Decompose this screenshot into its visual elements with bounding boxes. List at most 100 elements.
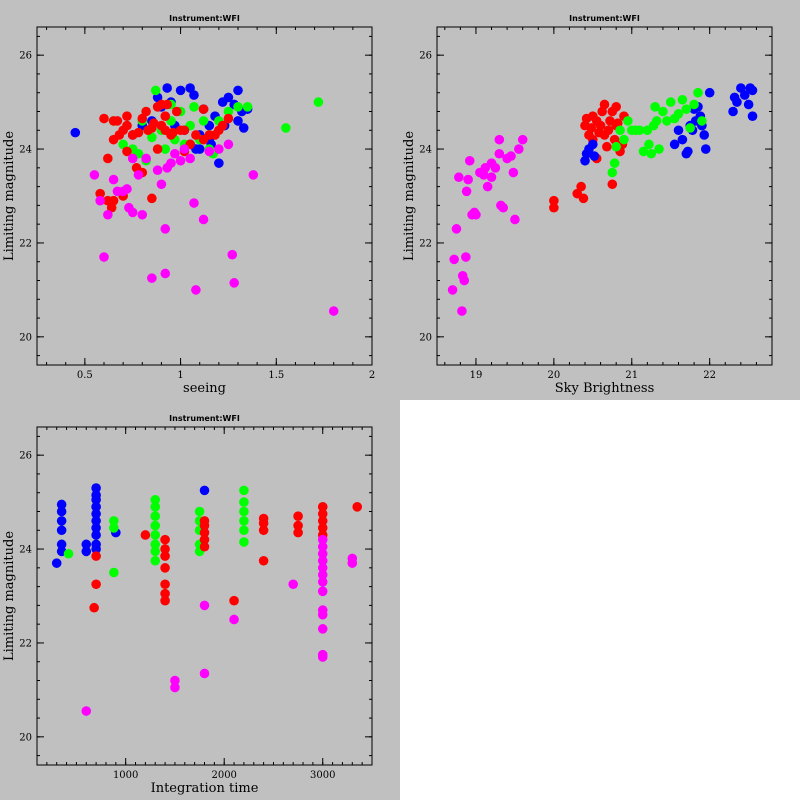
data-point xyxy=(517,134,528,145)
data-point xyxy=(160,544,170,554)
data-point xyxy=(646,148,657,159)
data-point xyxy=(160,595,170,606)
data-point xyxy=(549,202,559,213)
data-point xyxy=(607,167,618,178)
data-point xyxy=(160,579,170,590)
data-point xyxy=(189,102,199,112)
y-tick-label: 22 xyxy=(419,238,432,249)
data-point xyxy=(122,120,132,131)
data-point xyxy=(644,139,654,150)
data-point xyxy=(160,563,170,573)
data-point xyxy=(317,509,328,519)
data-point xyxy=(91,483,101,493)
data-point xyxy=(223,106,234,117)
plot-frame xyxy=(36,26,373,366)
data-point xyxy=(634,125,645,136)
data-point xyxy=(198,116,209,126)
plot-frame xyxy=(436,26,773,366)
data-point xyxy=(91,490,101,500)
data-point xyxy=(150,511,161,521)
y-tick-label: 26 xyxy=(19,451,32,462)
data-point xyxy=(658,106,668,117)
x-tick-label: 21 xyxy=(625,370,638,381)
data-point xyxy=(480,163,491,173)
data-point xyxy=(638,146,649,157)
data-point xyxy=(447,285,458,295)
x-tick-label: 1.5 xyxy=(268,370,284,381)
data-point xyxy=(63,548,74,559)
data-point xyxy=(239,537,249,547)
chart-title: Instrument:WFI xyxy=(569,14,640,23)
data-point xyxy=(141,106,151,117)
data-point xyxy=(677,134,688,145)
data-point xyxy=(673,125,684,136)
data-point xyxy=(150,494,161,505)
chart-svg: Instrument:WFI 0.5 1 1.5 2 20 22 24 26 seeing Limi… xyxy=(2,14,375,396)
data-point xyxy=(697,116,707,126)
data-point xyxy=(700,144,711,154)
data-point xyxy=(160,551,170,561)
data-point xyxy=(581,113,592,124)
data-point xyxy=(317,516,328,526)
data-point xyxy=(194,506,205,517)
data-point xyxy=(619,134,629,145)
data-point xyxy=(204,146,215,157)
data-point xyxy=(449,254,459,265)
data-point xyxy=(239,497,249,507)
data-point xyxy=(229,595,239,606)
data-point xyxy=(185,153,195,164)
data-point xyxy=(248,170,259,180)
data-point xyxy=(464,155,475,166)
data-point xyxy=(454,172,464,183)
data-point xyxy=(108,174,119,185)
data-point xyxy=(103,153,113,164)
data-point xyxy=(160,224,171,234)
data-point xyxy=(140,530,151,540)
data-point xyxy=(728,106,738,117)
data-point xyxy=(199,534,210,545)
data-point xyxy=(347,553,358,564)
data-point xyxy=(179,144,190,154)
x-tick-label: 20 xyxy=(547,370,560,381)
data-point xyxy=(650,102,660,112)
chart-svg: Instrument:WFI 19 20 21 22 20 22 24 26 Sky Bright… xyxy=(402,14,773,396)
data-point xyxy=(152,144,163,154)
data-point xyxy=(317,548,328,559)
data-point xyxy=(160,111,171,121)
data-point xyxy=(56,506,67,517)
data-point xyxy=(599,99,610,110)
data-point xyxy=(160,588,170,599)
data-point xyxy=(91,579,101,590)
data-point xyxy=(603,125,614,136)
data-point xyxy=(56,539,67,550)
data-point xyxy=(133,127,144,138)
data-point xyxy=(166,158,176,168)
data-point xyxy=(198,214,209,225)
data-point xyxy=(258,555,269,566)
data-point xyxy=(223,113,234,124)
data-point xyxy=(122,111,132,121)
data-point xyxy=(242,102,253,112)
data-point xyxy=(175,155,186,166)
x-tick-label: 2 xyxy=(369,370,375,381)
data-point xyxy=(122,146,132,157)
x-axis-label: seeing xyxy=(183,381,226,396)
data-point xyxy=(317,649,328,660)
data-point xyxy=(147,193,157,204)
y-axis-label: Limiting magnitude xyxy=(2,131,17,261)
data-point xyxy=(233,85,243,96)
data-point xyxy=(81,706,92,716)
data-point xyxy=(739,90,750,100)
data-point xyxy=(229,614,239,625)
data-point xyxy=(109,523,119,533)
data-point xyxy=(494,134,505,145)
data-point xyxy=(150,520,161,531)
data-point xyxy=(91,516,101,526)
data-point xyxy=(168,127,178,138)
x-tick-label: 1000 xyxy=(113,770,138,781)
empty-area xyxy=(400,400,800,800)
data-point xyxy=(238,123,249,133)
y-axis-label: Limiting magnitude xyxy=(402,131,417,261)
data-point xyxy=(258,513,269,524)
data-point xyxy=(328,306,339,316)
